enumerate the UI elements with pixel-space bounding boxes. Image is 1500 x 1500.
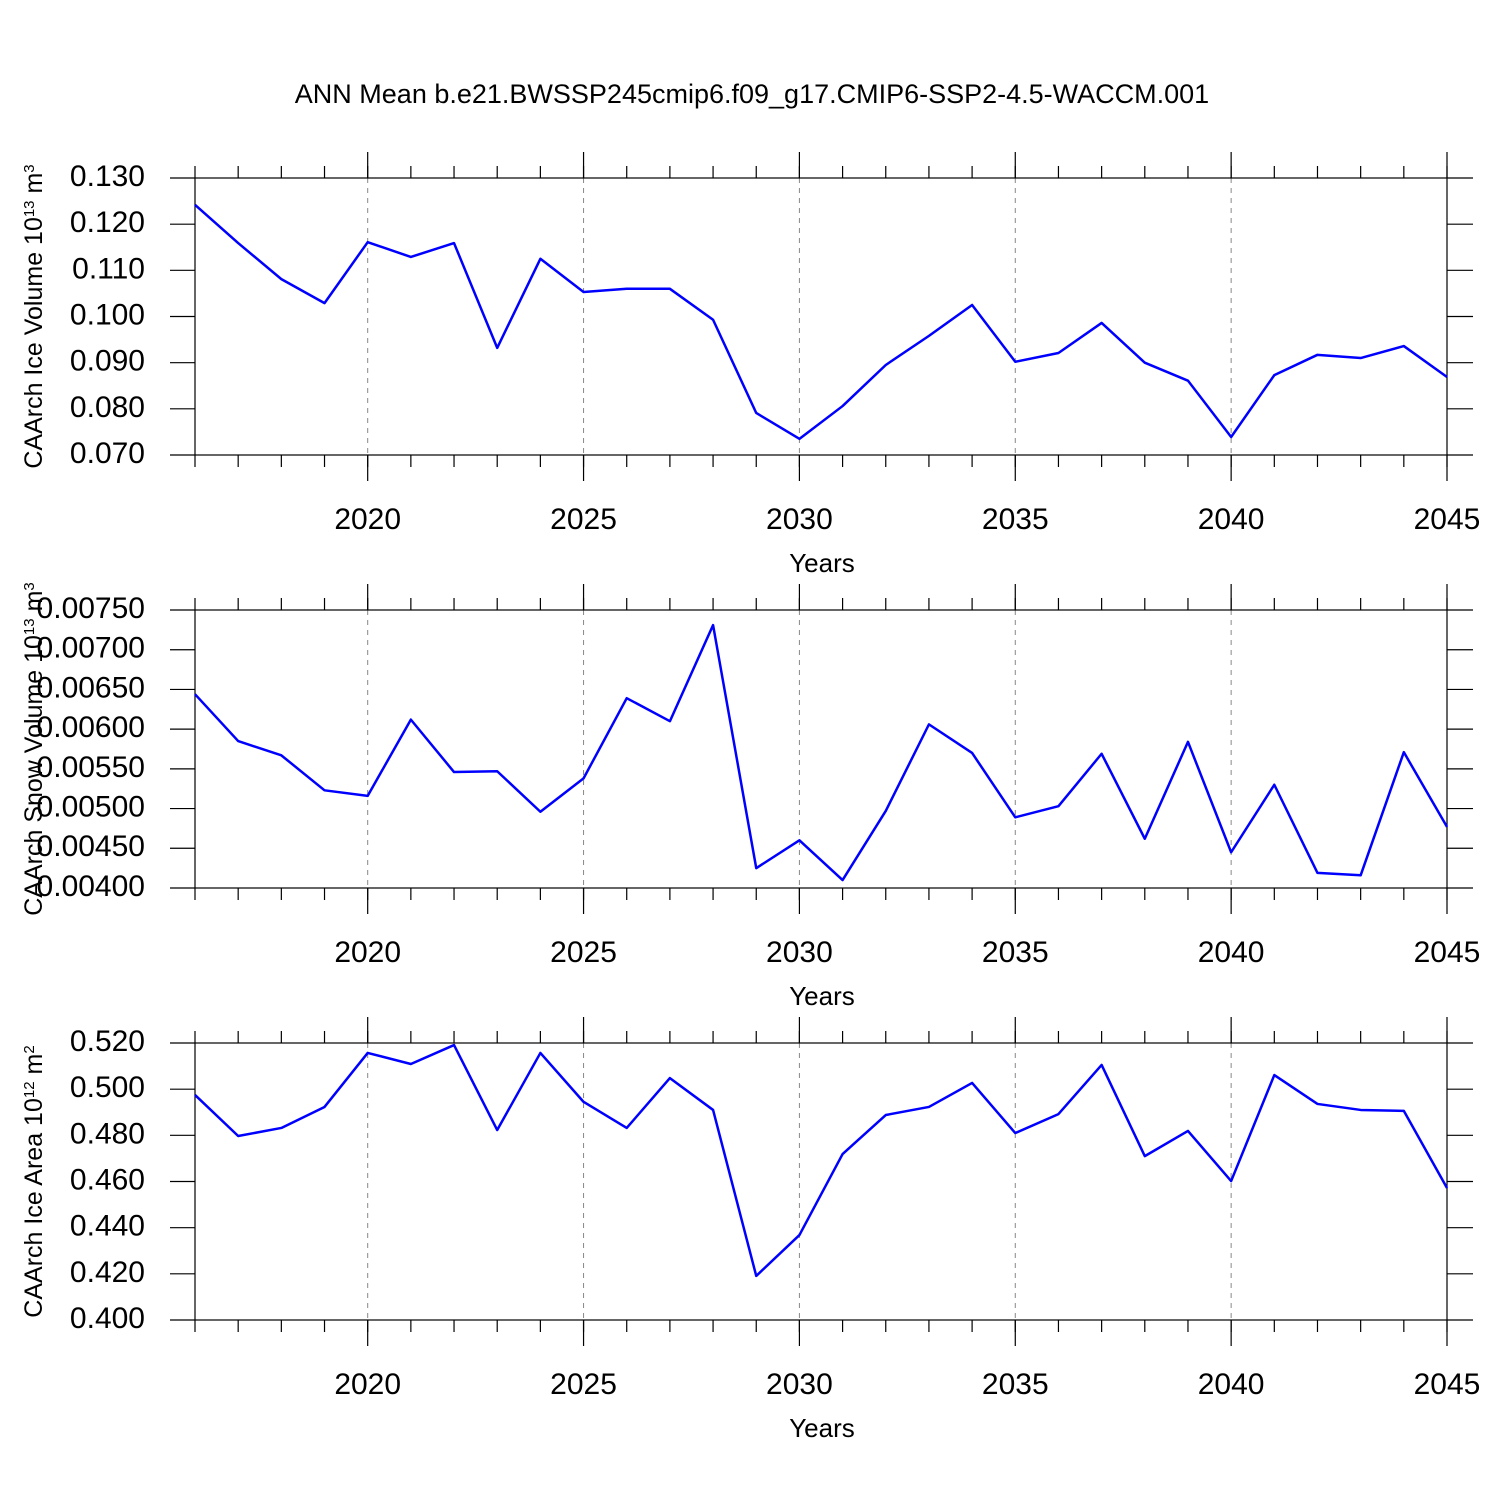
x-axis-label: Years bbox=[789, 1413, 855, 1443]
y-tick-label: 0.00750 bbox=[37, 592, 145, 625]
y-label-text: CAArch Ice Volume 10 bbox=[20, 217, 48, 469]
plot-frame bbox=[194, 609, 1448, 889]
y-tick-label: 0.070 bbox=[70, 437, 145, 470]
x-axis-label: Years bbox=[789, 548, 855, 578]
y-label-text: CAArch Ice Area 10 bbox=[20, 1098, 48, 1318]
y-tick-label: 0.110 bbox=[72, 252, 145, 285]
x-tick-label: 2025 bbox=[550, 936, 617, 969]
x-tick-label: 2025 bbox=[550, 503, 617, 536]
y-label-superscript: 3 bbox=[21, 164, 38, 172]
x-tick-label: 2020 bbox=[334, 936, 401, 969]
data-line bbox=[194, 1043, 1449, 1278]
x-tick-label: 2040 bbox=[1198, 1368, 1265, 1401]
y-tick-label: 0.460 bbox=[70, 1163, 145, 1196]
y-label-superscript: 12 bbox=[21, 1081, 38, 1098]
y-tick-label: 0.420 bbox=[70, 1256, 145, 1289]
y-tick-label: 0.00500 bbox=[37, 790, 145, 823]
plot-frame bbox=[194, 1042, 1448, 1321]
x-tick-label: 2025 bbox=[550, 1368, 617, 1401]
y-axis-label: CAArch Snow Volume 1013 m3 bbox=[20, 582, 48, 916]
y-label-text: m bbox=[20, 1054, 48, 1082]
x-tick-label: 2045 bbox=[1414, 1368, 1481, 1401]
x-tick-label: 2035 bbox=[982, 1368, 1049, 1401]
y-label-text: CAArch Snow Volume 10 bbox=[20, 635, 48, 916]
y-tick-label: 0.00450 bbox=[37, 830, 145, 863]
x-tick-label: 2040 bbox=[1198, 503, 1265, 536]
x-tick-label: 2045 bbox=[1414, 936, 1481, 969]
y-tick-label: 0.00400 bbox=[37, 870, 145, 903]
y-tick-label: 0.480 bbox=[70, 1117, 145, 1150]
y-tick-label: 0.00700 bbox=[37, 632, 145, 665]
y-tick-label: 0.00600 bbox=[37, 711, 145, 744]
x-tick-label: 2035 bbox=[982, 503, 1049, 536]
y-tick-label: 0.400 bbox=[70, 1302, 145, 1335]
y-tick-label: 0.080 bbox=[70, 391, 145, 424]
y-axis-label: CAArch Ice Volume 1013 m3 bbox=[20, 164, 48, 468]
x-tick-label: 2030 bbox=[766, 503, 833, 536]
x-tick-label: 2040 bbox=[1198, 936, 1265, 969]
y-label-text: m bbox=[20, 591, 48, 619]
y-tick-label: 0.100 bbox=[70, 298, 145, 331]
y-tick-label: 0.130 bbox=[70, 160, 145, 193]
y-tick-label: 0.00550 bbox=[37, 751, 145, 784]
x-axis-label: Years bbox=[789, 981, 855, 1011]
figure-title: ANN Mean b.e21.BWSSP245cmip6.f09_g17.CMI… bbox=[295, 79, 1209, 109]
y-label-superscript: 13 bbox=[21, 618, 38, 635]
x-tick-label: 2030 bbox=[766, 1368, 833, 1401]
y-tick-label: 0.520 bbox=[70, 1025, 145, 1058]
y-label-superscript: 2 bbox=[21, 1045, 38, 1053]
x-tick-label: 2020 bbox=[334, 503, 401, 536]
y-label-text: m bbox=[20, 173, 48, 201]
x-tick-label: 2045 bbox=[1414, 503, 1481, 536]
data-line bbox=[194, 203, 1448, 441]
y-label-superscript: 13 bbox=[21, 200, 38, 217]
x-tick-label: 2030 bbox=[766, 936, 833, 969]
y-tick-label: 0.440 bbox=[70, 1210, 145, 1243]
data-line bbox=[194, 623, 1449, 882]
y-tick-label: 0.500 bbox=[70, 1071, 145, 1104]
y-tick-label: 0.120 bbox=[70, 206, 145, 239]
x-tick-label: 2035 bbox=[982, 936, 1049, 969]
x-tick-label: 2020 bbox=[334, 1368, 401, 1401]
y-label-superscript: 3 bbox=[21, 582, 38, 590]
y-axis-label: CAArch Ice Area 1012 m2 bbox=[20, 1045, 48, 1317]
y-tick-label: 0.090 bbox=[70, 345, 145, 378]
y-tick-label: 0.00650 bbox=[37, 671, 145, 704]
plot-frame bbox=[194, 177, 1448, 456]
